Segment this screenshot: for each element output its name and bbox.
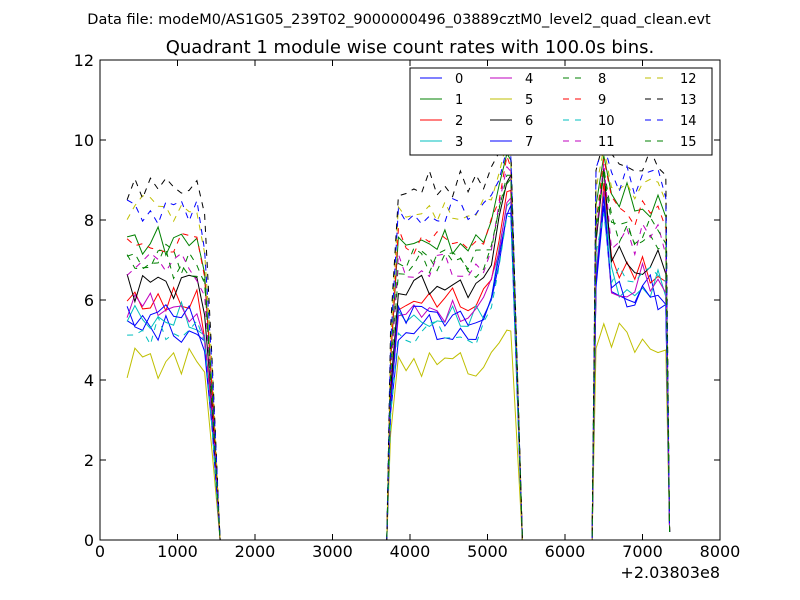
series-line-5 <box>126 322 671 541</box>
figure-suptitle: Data file: modeM0/AS1G05_239T02_90000004… <box>87 12 711 28</box>
legend-label-15: 15 <box>680 135 697 150</box>
legend-label-4: 4 <box>525 72 533 87</box>
legend-label-10: 10 <box>598 114 615 129</box>
legend-label-2: 2 <box>455 114 463 129</box>
x-tick-label: 3000 <box>312 542 353 561</box>
series-line-10 <box>127 213 671 541</box>
x-offset-label: +2.03803e8 <box>620 563 720 582</box>
chart-title: Quadrant 1 module wise count rates with … <box>166 37 655 58</box>
series-line-4 <box>126 191 671 541</box>
x-tick-label: 8000 <box>700 542 741 561</box>
x-tick-label: 4000 <box>390 542 431 561</box>
x-tick-label: 1000 <box>157 542 198 561</box>
legend-label-9: 9 <box>598 93 606 108</box>
series-line-7 <box>126 196 671 541</box>
y-tick-label: 6 <box>84 291 94 310</box>
legend-label-14: 14 <box>680 114 697 129</box>
x-tick-label: 7000 <box>622 542 663 561</box>
legend-label-11: 11 <box>598 135 615 150</box>
x-tick-label: 0 <box>95 542 105 561</box>
y-tick-label: 10 <box>74 131 94 150</box>
y-tick-label: 12 <box>74 51 94 70</box>
x-axis: 0 1000 2000 3000 4000 5000 6000 7000 8000 <box>95 60 740 561</box>
x-tick-label: 6000 <box>545 542 586 561</box>
y-tick-label: 4 <box>84 371 94 390</box>
legend-label-8: 8 <box>598 72 606 87</box>
legend-label-13: 13 <box>680 93 697 108</box>
series-line-8 <box>126 173 671 541</box>
series-layer <box>126 134 671 541</box>
legend-label-12: 12 <box>680 72 697 87</box>
legend-label-6: 6 <box>525 114 533 129</box>
legend-label-5: 5 <box>525 93 533 108</box>
y-tick-label: 2 <box>84 451 94 470</box>
x-tick-label: 2000 <box>235 542 276 561</box>
series-line-14 <box>126 142 671 541</box>
series-line-1 <box>126 152 671 541</box>
x-tick-label: 5000 <box>467 542 508 561</box>
legend-label-3: 3 <box>455 135 463 150</box>
legend-label-0: 0 <box>455 72 463 87</box>
series-line-9 <box>126 155 671 541</box>
series-line-0 <box>126 205 671 541</box>
series-line-6 <box>126 169 671 541</box>
legend-label-7: 7 <box>525 135 533 150</box>
series-line-13 <box>126 134 671 541</box>
series-line-3 <box>126 191 671 541</box>
y-tick-label: 0 <box>84 531 94 550</box>
y-tick-label: 8 <box>84 211 94 230</box>
legend-label-1: 1 <box>455 93 463 108</box>
